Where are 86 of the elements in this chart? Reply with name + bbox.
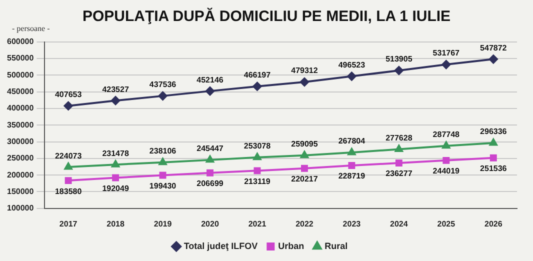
data-label: 206699 [196,179,224,188]
data-label: 245447 [196,144,224,154]
point [206,86,214,96]
data-label: 437536 [149,80,177,90]
x-tick-label: 2020 [201,219,220,228]
x-tick-label: 2023 [342,219,362,228]
chart-title: POPULAŢIA DUPĂ DOMICILIU PE MEDII, LA 1 IULIE [81,8,452,25]
y-tick-label: 250000 [6,154,34,163]
point [111,96,120,106]
data-label: 496523 [338,60,366,70]
y-axis-title: - persoane - [12,24,50,33]
point [488,54,498,64]
y-tick-label: 300000 [6,136,34,146]
data-label: 287748 [432,130,460,140]
point [395,160,402,166]
data-label: 253078 [244,142,272,151]
point [442,60,451,70]
point [206,155,214,163]
legend-label: Total judeţ ILFOV [184,240,258,251]
point [253,152,262,160]
data-label: 259095 [291,140,318,149]
x-tick-label: 2019 [154,219,172,228]
data-label: 277628 [386,133,413,142]
point [159,172,166,179]
point [206,169,214,176]
point [64,177,72,184]
point [348,162,356,169]
point [300,164,308,172]
y-tick-label: 100000 [6,204,34,213]
point [112,174,120,182]
data-label: 183580 [54,186,82,196]
data-label: 296336 [480,127,508,136]
x-tick-label: 2018 [106,219,125,228]
data-label: 228719 [338,172,366,181]
x-tick-label: 2017 [59,219,78,228]
data-label: 407653 [54,90,82,100]
y-tick-label: 550000 [6,54,34,63]
y-tick-label: 400000 [6,104,34,113]
data-label: 238106 [149,146,177,156]
point [254,167,261,174]
x-tick-label: 2025 [437,219,456,228]
y-tick-label: 600000 [6,37,34,46]
data-label: 192049 [102,184,130,193]
data-label: 423527 [102,84,130,94]
point [158,91,168,100]
data-label: 531767 [432,48,460,58]
point [442,141,450,149]
point [112,160,120,168]
point [64,101,73,110]
data-label: 231478 [102,148,130,158]
point [347,72,356,81]
data-label: 220217 [291,174,318,184]
legend-label: Urban [278,240,304,251]
data-label: 236277 [386,169,413,178]
data-label: 213119 [244,176,271,186]
point [300,150,308,158]
x-tick-label: 2022 [296,219,314,228]
point [300,78,309,87]
point [348,148,356,156]
y-tick-label: 150000 [6,186,34,196]
x-tick-label: 2024 [390,219,408,228]
y-tick-label: 500000 [6,70,34,80]
data-label: 452146 [196,75,224,84]
point [394,144,403,152]
data-label: 199430 [149,181,177,190]
point [158,158,167,166]
data-label: 466197 [244,70,272,80]
data-label: 251536 [480,164,508,174]
x-tick-label: 2021 [248,219,267,228]
data-label: 267804 [338,136,366,146]
legend-label: Rural [324,240,348,251]
y-tick-label: 200000 [6,170,34,180]
y-tick-label: 350000 [6,120,34,130]
point [64,162,72,170]
point [252,82,262,91]
point [489,138,498,146]
data-label: 513905 [386,54,413,64]
y-tick-label: 450000 [6,86,34,96]
data-label: 244019 [432,166,460,176]
point [394,66,404,75]
data-label: 224073 [54,151,82,160]
point [490,154,497,162]
point [442,156,450,164]
data-label: 479312 [291,66,318,76]
x-tick-label: 2026 [484,219,503,228]
data-label: 547872 [480,43,508,52]
